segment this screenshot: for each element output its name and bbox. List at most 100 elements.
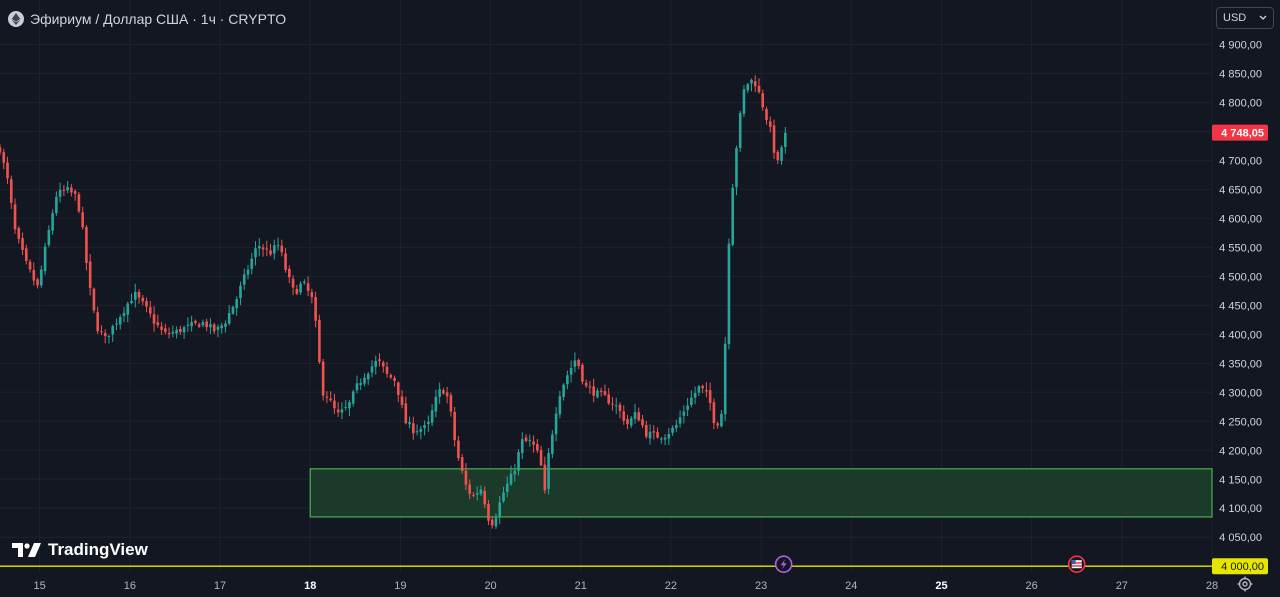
candle-up [551, 434, 554, 454]
candle-down [464, 470, 468, 485]
candle-down [453, 411, 456, 441]
candle-up [242, 274, 246, 285]
candle-up [359, 382, 363, 385]
candle-up [344, 407, 347, 409]
candle-down [603, 391, 607, 395]
candle-down [141, 297, 145, 302]
candle-down [765, 108, 768, 121]
demand-zone[interactable] [309, 468, 1213, 518]
candle-up [731, 187, 735, 245]
candle-up [784, 132, 787, 147]
flag-stripe [1075, 562, 1082, 564]
candle-down [385, 366, 389, 374]
candle-down [179, 328, 182, 333]
candle-up [190, 322, 193, 327]
candle-down [708, 390, 712, 404]
candle-up [562, 384, 565, 397]
candle-down [81, 212, 84, 228]
candle-down [378, 359, 381, 362]
event-markers[interactable] [774, 555, 1086, 574]
candle-up [231, 306, 235, 314]
lightning-glyph [780, 559, 787, 570]
tradingview-logo[interactable]: TradingView [12, 540, 148, 560]
lightning-event-icon[interactable] [774, 555, 793, 574]
candle-up [502, 492, 505, 502]
x-tick-label: 17 [214, 580, 226, 592]
candle-up [513, 470, 517, 475]
candle-down [0, 147, 2, 153]
candle-down [6, 162, 9, 179]
y-tick-label: 4 450,00 [1219, 300, 1262, 312]
candle-up [554, 413, 558, 435]
candle-up [419, 428, 423, 432]
candle-down [701, 385, 704, 389]
candle-up [660, 438, 663, 440]
candle-up [430, 410, 434, 423]
x-tick-label: 26 [1026, 580, 1038, 592]
candle-up [678, 417, 682, 424]
candle-down [712, 402, 716, 424]
candle-down [85, 227, 88, 263]
currency-label: USD [1223, 12, 1247, 24]
candle-up [55, 196, 58, 214]
candle-down [17, 228, 21, 239]
candle-up [720, 413, 723, 427]
axes: 4 050,00 4 100,00 4 150,00 4 200,00 4 250,00… [34, 39, 1268, 592]
candle-up [735, 148, 738, 188]
candle-up [423, 425, 426, 429]
candle-up [250, 258, 254, 269]
candle-down [490, 519, 494, 526]
last-price-label: 4 748,05 [1221, 128, 1264, 140]
candle-down [321, 361, 325, 396]
candle-down [164, 328, 167, 332]
candle-down [705, 389, 708, 392]
candle-up [566, 375, 569, 385]
candle-up [355, 383, 359, 391]
x-tick-label: 21 [575, 580, 587, 592]
gear-icon[interactable] [1236, 575, 1254, 593]
candle-down [28, 261, 32, 270]
candle-down [607, 394, 611, 404]
candle-up [438, 389, 441, 397]
candle-down [524, 437, 528, 441]
candle-up [182, 327, 186, 333]
candle-down [449, 395, 453, 412]
candle-down [96, 312, 99, 332]
candle-down [197, 324, 201, 327]
candle-up [58, 189, 62, 197]
candle-up [690, 397, 693, 406]
candle-down [88, 261, 92, 288]
candle-up [122, 312, 126, 317]
demand-zone-rect[interactable] [309, 468, 1213, 518]
candle-down [637, 412, 641, 421]
candle-up [186, 324, 190, 326]
currency-selector[interactable]: USD [1216, 7, 1274, 29]
candle-down [581, 364, 584, 382]
us-flag-event-icon[interactable] [1067, 555, 1086, 574]
candle-up [47, 229, 51, 246]
candle-down [145, 301, 148, 307]
candle-up [175, 329, 178, 334]
candle-down [167, 333, 171, 335]
candle-down [543, 464, 547, 491]
candle-up [667, 434, 671, 439]
candle-down [325, 396, 329, 398]
candle-up [209, 324, 212, 328]
candle-up [415, 431, 419, 433]
candle-up [299, 283, 302, 293]
candle-down [618, 404, 622, 411]
candle-down [472, 494, 475, 496]
candle-down [772, 125, 776, 153]
candle-down [641, 419, 644, 426]
candle-up [558, 396, 562, 415]
symbol-title[interactable]: Эфириум / Доллар США · 1ч · CRYPTO [30, 11, 287, 27]
x-tick-label: 15 [34, 580, 46, 592]
candle-down [716, 423, 719, 426]
candle-down [483, 490, 487, 505]
candle-down [412, 423, 415, 434]
chevron-down-icon [1259, 15, 1267, 20]
candle-up [675, 424, 678, 429]
candle-up [780, 147, 783, 161]
candle-up [509, 473, 513, 485]
